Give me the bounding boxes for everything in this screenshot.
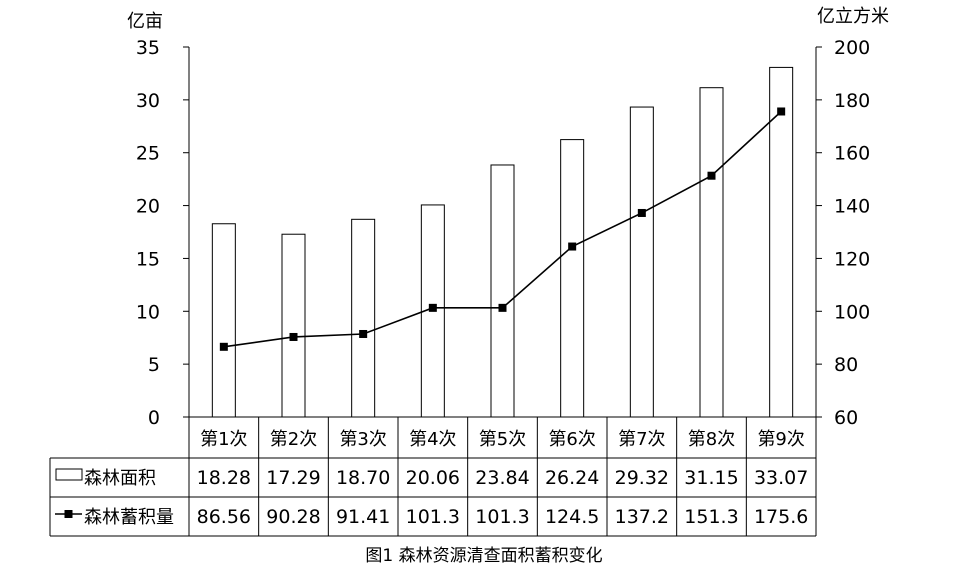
- category-label: 第7次: [618, 429, 665, 450]
- right-axis-unit: 亿立方米: [817, 6, 889, 27]
- right-tick-label: 120: [834, 248, 870, 270]
- right-tick-label: 180: [834, 90, 870, 112]
- area-bar: [281, 233, 306, 418]
- category-label: 第4次: [409, 429, 456, 450]
- right-tick-label: 60: [834, 407, 858, 429]
- area-value-label: 26.24: [545, 467, 599, 489]
- legend-bar-key: [55, 468, 83, 481]
- area-value-label: 23.84: [475, 467, 529, 489]
- category-label: 第8次: [688, 429, 735, 450]
- right-axis-ticks: 60 80 100 120 140 160 180 200: [816, 37, 870, 429]
- right-tick-label: 160: [834, 143, 870, 165]
- area-value-label: 29.32: [615, 467, 669, 489]
- right-tick-label: 140: [834, 196, 870, 218]
- legend-marker-key: [64, 510, 73, 518]
- area-bar: [629, 106, 654, 418]
- volume-point: [707, 171, 716, 180]
- category-label: 第5次: [479, 429, 526, 450]
- category-label: 第2次: [270, 429, 317, 450]
- volume-value-label: 101.3: [475, 506, 529, 528]
- volume-point: [289, 332, 298, 341]
- right-tick-label: 100: [834, 301, 870, 323]
- volume-point: [428, 303, 437, 312]
- volume-value-label: 91.41: [336, 506, 390, 528]
- left-tick-label: 30: [136, 90, 160, 112]
- category-label: 第3次: [339, 429, 386, 450]
- legend-area-label: 森林面积: [84, 468, 156, 489]
- area-value-label: 31.15: [684, 467, 738, 489]
- left-axis-unit: 亿亩: [127, 11, 163, 32]
- volume-point: [498, 303, 507, 312]
- area-value-label: 33.07: [754, 467, 808, 489]
- legend-volume-label: 森林蓄积量: [84, 507, 174, 528]
- left-tick-label: 5: [148, 354, 160, 376]
- right-tick-label: 80: [834, 354, 858, 376]
- volume-value-label: 101.3: [406, 506, 460, 528]
- area-bar: [490, 164, 515, 418]
- left-tick-label: 10: [136, 301, 160, 323]
- area-bar: [560, 139, 585, 418]
- area-bar: [211, 223, 236, 418]
- volume-value-label: 175.6: [754, 506, 808, 528]
- volume-line: [219, 107, 786, 351]
- area-bar: [699, 87, 724, 418]
- area-bars: [211, 66, 794, 418]
- volume-point: [568, 242, 577, 251]
- area-value-label: 17.29: [266, 467, 320, 489]
- left-tick-label: 15: [136, 248, 160, 270]
- volume-value-label: 151.3: [684, 506, 738, 528]
- left-tick-label: 20: [136, 196, 160, 218]
- left-tick-label: 0: [148, 407, 160, 429]
- volume-value-label: 86.56: [197, 506, 251, 528]
- chart-title: 图1 森林资源清查面积蓄积变化: [365, 546, 602, 566]
- left-tick-label: 25: [136, 143, 160, 165]
- category-label: 第9次: [757, 429, 804, 450]
- right-tick-label: 200: [834, 37, 870, 59]
- volume-value-label: 137.2: [615, 506, 669, 528]
- area-bar: [351, 218, 376, 418]
- volume-point: [359, 329, 368, 338]
- volume-point: [777, 107, 786, 116]
- area-value-label: 18.28: [197, 467, 251, 489]
- chart-axes: [188, 47, 817, 417]
- left-tick-label: 35: [136, 37, 160, 59]
- volume-value-label: 90.28: [266, 506, 320, 528]
- volume-value-label: 124.5: [545, 506, 599, 528]
- volume-point: [637, 208, 646, 217]
- volume-point: [219, 342, 228, 351]
- area-value-label: 18.70: [336, 467, 390, 489]
- area-value-label: 20.06: [406, 467, 460, 489]
- category-label: 第1次: [200, 429, 247, 450]
- left-axis-ticks: 0 5 10 15 20 25 30 35: [136, 37, 189, 429]
- category-label: 第6次: [548, 429, 595, 450]
